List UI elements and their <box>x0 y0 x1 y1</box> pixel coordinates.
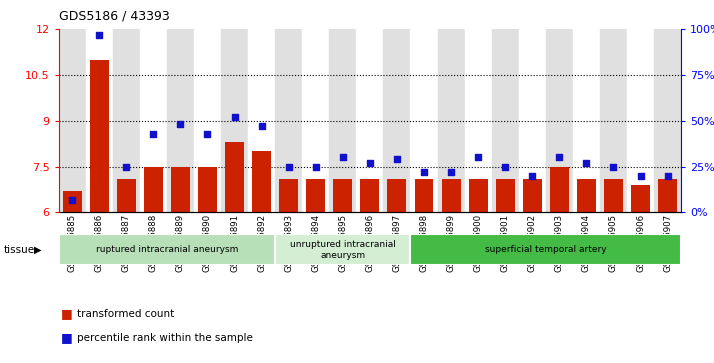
Bar <box>411 234 681 265</box>
Bar <box>59 234 275 265</box>
Bar <box>140 29 167 212</box>
Text: superficial temporal artery: superficial temporal artery <box>485 245 607 254</box>
Bar <box>306 179 325 212</box>
Bar <box>63 191 81 212</box>
Bar <box>627 29 654 212</box>
Bar <box>194 29 221 212</box>
Bar <box>600 29 627 212</box>
Bar <box>221 29 248 212</box>
Bar <box>302 29 329 212</box>
Bar <box>279 179 298 212</box>
Point <box>283 164 294 170</box>
Point <box>608 164 619 170</box>
Bar <box>441 179 461 212</box>
Bar <box>275 29 302 212</box>
Point <box>94 32 105 37</box>
Text: percentile rank within the sample: percentile rank within the sample <box>77 333 253 343</box>
Bar <box>90 60 109 212</box>
Bar <box>604 179 623 212</box>
Point <box>418 169 430 175</box>
Bar <box>167 29 194 212</box>
Text: transformed count: transformed count <box>77 309 174 319</box>
Bar <box>519 29 545 212</box>
Bar <box>545 29 573 212</box>
Point <box>66 197 78 203</box>
Bar <box>356 29 383 212</box>
Text: tissue: tissue <box>4 245 35 254</box>
Point <box>121 164 132 170</box>
Text: ■: ■ <box>61 307 72 321</box>
Bar <box>496 179 515 212</box>
Point <box>310 164 321 170</box>
Bar <box>654 29 681 212</box>
Point <box>202 131 213 136</box>
Bar <box>275 234 411 265</box>
Bar <box>117 179 136 212</box>
Bar <box>415 179 433 212</box>
Point <box>473 155 484 160</box>
Point <box>364 160 376 166</box>
Bar <box>631 185 650 212</box>
Bar <box>383 29 411 212</box>
Text: ■: ■ <box>61 331 72 344</box>
Point <box>337 155 348 160</box>
Bar <box>438 29 465 212</box>
Bar <box>573 29 600 212</box>
Bar <box>550 167 569 212</box>
Point <box>148 131 159 136</box>
Bar <box>361 179 379 212</box>
Text: ruptured intracranial aneurysm: ruptured intracranial aneurysm <box>96 245 238 254</box>
Point <box>256 123 267 129</box>
Bar <box>523 179 542 212</box>
Point <box>500 164 511 170</box>
Bar <box>577 179 596 212</box>
Point <box>391 156 403 162</box>
Point <box>635 173 646 179</box>
Bar <box>144 167 163 212</box>
Bar <box>465 29 492 212</box>
Bar <box>658 179 677 212</box>
Bar <box>171 167 190 212</box>
Point <box>662 173 673 179</box>
Text: unruptured intracranial
aneurysm: unruptured intracranial aneurysm <box>290 240 396 260</box>
Bar <box>333 179 352 212</box>
Bar <box>248 29 275 212</box>
Point <box>175 122 186 127</box>
Point <box>580 160 592 166</box>
Point <box>228 114 240 120</box>
Text: GDS5186 / 43393: GDS5186 / 43393 <box>59 9 169 22</box>
Bar <box>388 179 406 212</box>
Bar <box>411 29 438 212</box>
Point <box>446 169 457 175</box>
Point <box>553 155 565 160</box>
Bar <box>198 167 217 212</box>
Text: ▶: ▶ <box>34 245 42 254</box>
Bar <box>225 142 244 212</box>
Bar <box>468 179 488 212</box>
Bar <box>59 29 86 212</box>
Point <box>526 173 538 179</box>
Bar <box>86 29 113 212</box>
Bar <box>252 151 271 212</box>
Bar <box>492 29 519 212</box>
Bar <box>113 29 140 212</box>
Bar <box>329 29 356 212</box>
